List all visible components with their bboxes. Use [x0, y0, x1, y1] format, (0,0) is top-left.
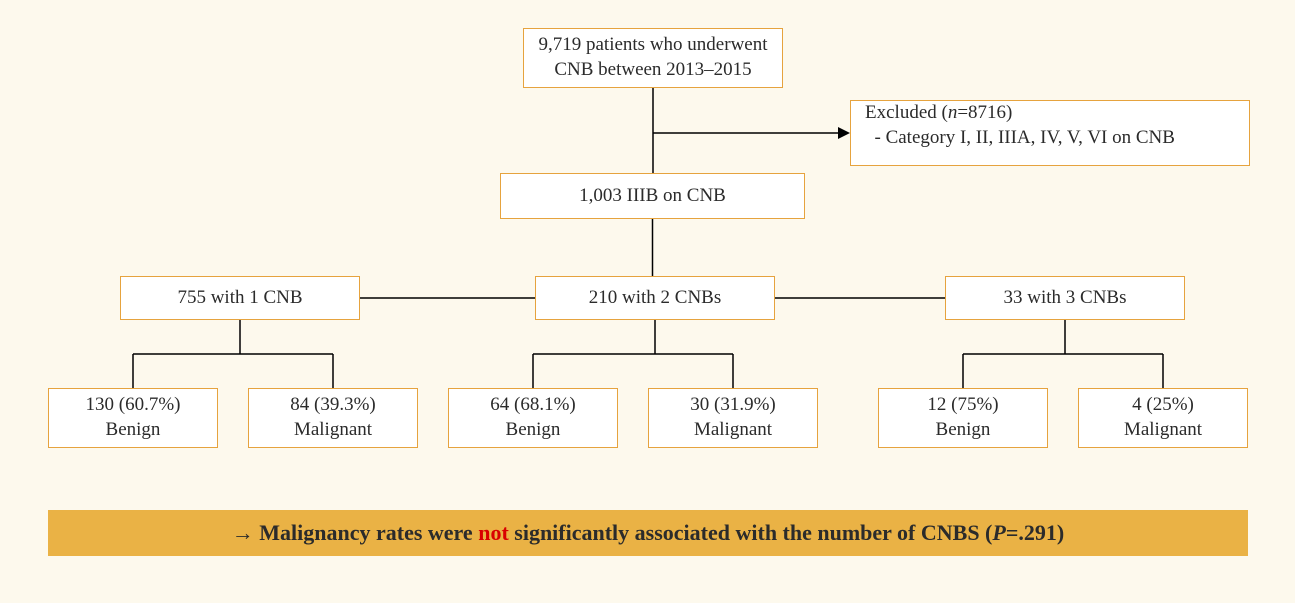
b3-l1: 12 (75%)	[927, 394, 998, 415]
node-iiib: 1,003 IIIB on CNB	[500, 173, 805, 219]
b2-l1: 64 (68.1%)	[490, 394, 575, 415]
node-m3: 4 (25%) Malignant	[1078, 388, 1248, 448]
excluded-pre: Excluded (	[865, 102, 948, 123]
conclusion-not: not	[478, 520, 509, 545]
conclusion-P: P	[992, 520, 1005, 545]
cnb1-text: 755 with 1 CNB	[177, 286, 302, 311]
excluded-n: n	[948, 102, 958, 123]
root-line1: 9,719 patients who underwent	[538, 34, 767, 55]
b2-l2: Benign	[506, 419, 561, 440]
m3-l1: 4 (25%)	[1132, 394, 1194, 415]
m1-l1: 84 (39.3%)	[290, 394, 375, 415]
node-b2: 64 (68.1%) Benign	[448, 388, 618, 448]
node-cnb2: 210 with 2 CNBs	[535, 276, 775, 320]
conclusion-arrow: →	[232, 520, 260, 545]
node-cnb1: 755 with 1 CNB	[120, 276, 360, 320]
m1-l2: Malignant	[294, 419, 372, 440]
node-b1: 130 (60.7%) Benign	[48, 388, 218, 448]
m2-l2: Malignant	[694, 419, 772, 440]
conclusion-pre: Malignancy rates were	[259, 520, 478, 545]
excluded-post: =8716)	[957, 102, 1012, 123]
m3-l2: Malignant	[1124, 419, 1202, 440]
cnb3-text: 33 with 3 CNBs	[1004, 286, 1127, 311]
b1-l2: Benign	[106, 419, 161, 440]
node-root: 9,719 patients who underwent CNB between…	[523, 28, 783, 88]
conclusion-post: =.291)	[1006, 520, 1064, 545]
node-m1: 84 (39.3%) Malignant	[248, 388, 418, 448]
m2-l1: 30 (31.9%)	[690, 394, 775, 415]
conclusion-bar: → Malignancy rates were not significantl…	[48, 510, 1248, 556]
iiib-text: 1,003 IIIB on CNB	[579, 184, 726, 209]
excluded-line2: - Category I, II, IIIA, IV, V, VI on CNB	[865, 126, 1175, 151]
b1-l1: 130 (60.7%)	[86, 394, 181, 415]
cnb2-text: 210 with 2 CNBs	[589, 286, 722, 311]
node-cnb3: 33 with 3 CNBs	[945, 276, 1185, 320]
node-m2: 30 (31.9%) Malignant	[648, 388, 818, 448]
node-b3: 12 (75%) Benign	[878, 388, 1048, 448]
node-excluded: Excluded (n=8716) - Category I, II, IIIA…	[850, 100, 1250, 166]
root-line2: CNB between 2013–2015	[554, 59, 751, 80]
conclusion-mid: significantly associated with the number…	[509, 520, 993, 545]
b3-l2: Benign	[936, 419, 991, 440]
